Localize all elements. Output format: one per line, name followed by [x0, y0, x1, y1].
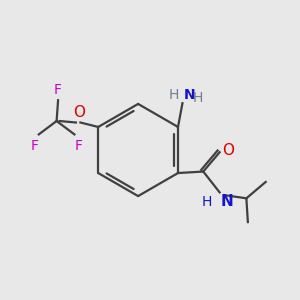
Text: H: H: [193, 91, 203, 105]
Text: F: F: [54, 83, 62, 97]
Text: O: O: [223, 143, 235, 158]
Text: H: H: [169, 88, 179, 102]
Text: N: N: [184, 88, 196, 102]
Text: O: O: [73, 105, 85, 120]
Text: N: N: [221, 194, 234, 209]
Text: F: F: [30, 139, 38, 153]
Text: H: H: [202, 195, 212, 209]
Text: F: F: [75, 139, 83, 153]
